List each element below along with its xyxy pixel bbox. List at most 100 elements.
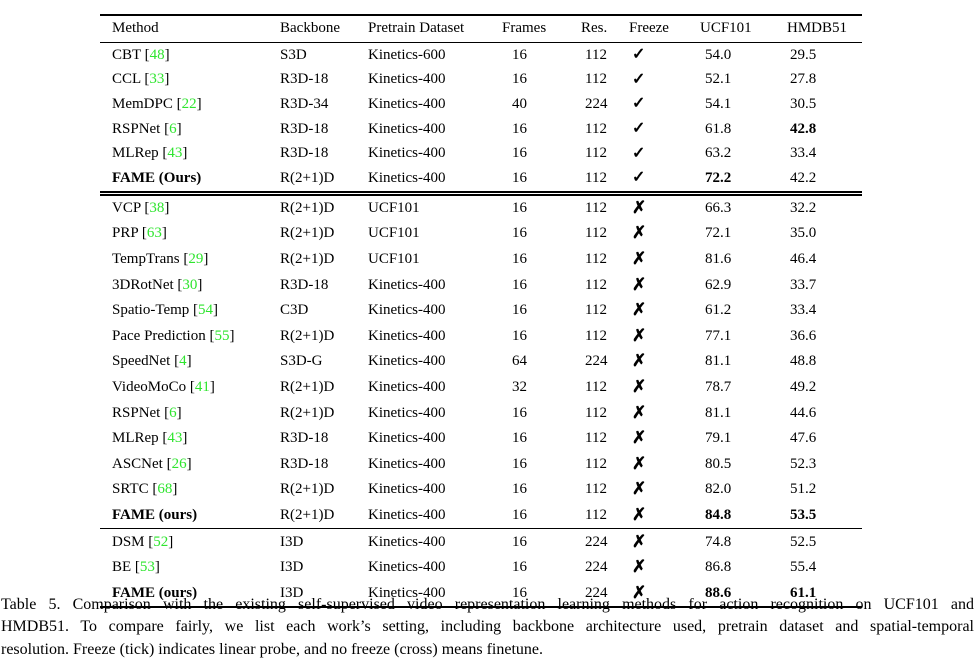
hmdb51-cell: 52.5 [790,533,817,550]
backbone-cell: R(2+1)D [280,251,335,268]
cross-icon: ✗ [632,531,647,551]
checkmark-icon: ✓ [632,95,646,113]
res-cell: 112 [585,276,607,293]
backbone-cell: S3D-G [280,353,323,370]
citation-link[interactable]: 6 [169,404,177,421]
citation-link[interactable]: 63 [146,225,162,242]
table-row: FAME (Ours) R(2+1)D Kinetics-400 16 112 ✓ 72.2… [100,166,862,193]
method-cell: TempTrans [29] [112,251,209,268]
frames-cell: 16 [512,430,527,447]
method-name: CBT [112,46,141,63]
pretrain-dataset-cell: Kinetics-400 [368,353,446,370]
citation-link[interactable]: 52 [153,533,169,550]
table-row: RSPNet [6] R(2+1)D Kinetics-400 16 112 ✗ 81.1 4… [100,400,862,426]
res-cell: 224 [585,95,608,112]
cross-icon: ✗ [632,325,647,345]
table-row: RSPNet [6] R3D-18 Kinetics-400 16 112 ✓ 61.8 42… [100,117,862,142]
ucf101-cell: 80.5 [705,455,732,472]
cross-icon: ✗ [632,351,647,371]
citation-link[interactable]: 55 [214,327,230,344]
frames-cell: 16 [512,199,527,216]
table-row: CCL [33] R3D-18 Kinetics-400 16 112 ✓ 52.1 27.8 [100,68,862,93]
freeze-cell: ✓ [629,43,700,68]
frames-cell: 16 [512,46,527,63]
freeze-cell: ✓ [629,92,700,117]
ucf101-cell: 72.2 [705,169,732,186]
method-cell: Pace Prediction [55] [112,327,235,344]
backbone-cell: R(2+1)D [280,327,335,344]
column-header-backbone: Backbone [280,20,340,36]
cross-icon: ✗ [632,249,647,269]
freeze-cell: ✗ [629,580,700,607]
method-name: FAME (ours) [112,506,198,523]
citation-link[interactable]: 54 [198,302,214,319]
cross-icon: ✗ [632,300,647,320]
backbone-cell: R(2+1)D [280,404,335,421]
pretrain-dataset-cell: Kinetics-400 [368,95,446,112]
ucf101-cell: 63.2 [705,145,732,162]
backbone-cell: I3D [280,584,304,601]
method-name: RSPNet [112,120,161,137]
ucf101-cell: 84.8 [705,506,732,523]
backbone-cell: C3D [280,302,309,319]
hmdb51-cell: 42.2 [790,169,817,186]
citation-link[interactable]: 29 [188,251,204,268]
pretrain-dataset-cell: Kinetics-400 [368,379,446,396]
freeze-cell: ✗ [629,426,700,452]
citation-link[interactable]: 33 [149,71,165,88]
citation-link[interactable]: 68 [157,481,173,498]
ucf101-cell: 88.6 [705,584,732,601]
citation-link[interactable]: 26 [171,455,187,472]
cross-icon: ✗ [632,223,647,243]
method-cell: FAME (ours) [100,503,280,529]
citation-link[interactable]: 22 [181,95,197,112]
method-name: BE [112,559,132,576]
hmdb51-cell: 53.5 [790,506,817,523]
citation-link[interactable]: 53 [139,559,155,576]
pretrain-dataset-cell: Kinetics-400 [368,302,446,319]
backbone-cell: R(2+1)D [280,506,335,523]
column-header-method: Method [112,20,159,36]
citation-link[interactable]: 43 [167,145,183,162]
citation-link[interactable]: 38 [149,199,165,216]
citation-link[interactable]: 41 [194,379,210,396]
method-name: CCL [112,71,141,88]
cross-icon: ✗ [632,504,647,524]
checkmark-icon: ✓ [632,120,646,138]
citation-link[interactable]: 4 [179,353,187,370]
ucf101-cell: 81.1 [705,353,732,370]
cross-icon: ✗ [632,274,647,294]
backbone-cell: R(2+1)D [280,199,335,216]
frames-cell: 16 [512,559,527,576]
table-row: PRP [63] R(2+1)D UCF101 16 112 ✗ 72.1 35.0 [100,221,862,247]
table-5-container: Method Backbone Pretrain Dataset Frames … [100,14,862,609]
method-name: SRTC [112,481,149,498]
citation-link[interactable]: 43 [167,430,183,447]
cross-icon: ✗ [632,479,647,499]
method-cell: PRP [63] [112,225,167,242]
pretrain-dataset-cell: Kinetics-400 [368,120,446,137]
freeze-cell: ✗ [629,193,700,221]
method-cell: DSM [52] [112,533,174,550]
res-cell: 224 [585,533,608,550]
res-cell: 112 [585,145,607,162]
caption-line: HMDB51. To compare fairly, we list each … [1,618,974,636]
hmdb51-cell: 55.4 [790,559,817,576]
freeze-cell: ✗ [629,477,700,503]
ucf101-cell: 66.3 [705,199,732,216]
caption-line: resolution. Freeze (tick) indicates line… [1,640,543,658]
ucf101-cell: 77.1 [705,327,732,344]
table-row: CBT [48] S3D Kinetics-600 16 112 ✓ 54.0 29.5 [100,43,862,68]
citation-link[interactable]: 6 [169,120,177,137]
res-cell: 112 [585,404,607,421]
table-row: VCP [38] R(2+1)D UCF101 16 112 ✗ 66.3 32.2 [100,193,862,221]
ucf101-cell: 62.9 [705,276,732,293]
citation-link[interactable]: 30 [182,276,198,293]
res-cell: 112 [585,251,607,268]
hmdb51-cell: 44.6 [790,404,817,421]
citation-link[interactable]: 48 [149,46,165,63]
res-cell: 224 [585,584,608,601]
pretrain-dataset-cell: Kinetics-400 [368,276,446,293]
pretrain-dataset-cell: UCF101 [368,199,420,216]
